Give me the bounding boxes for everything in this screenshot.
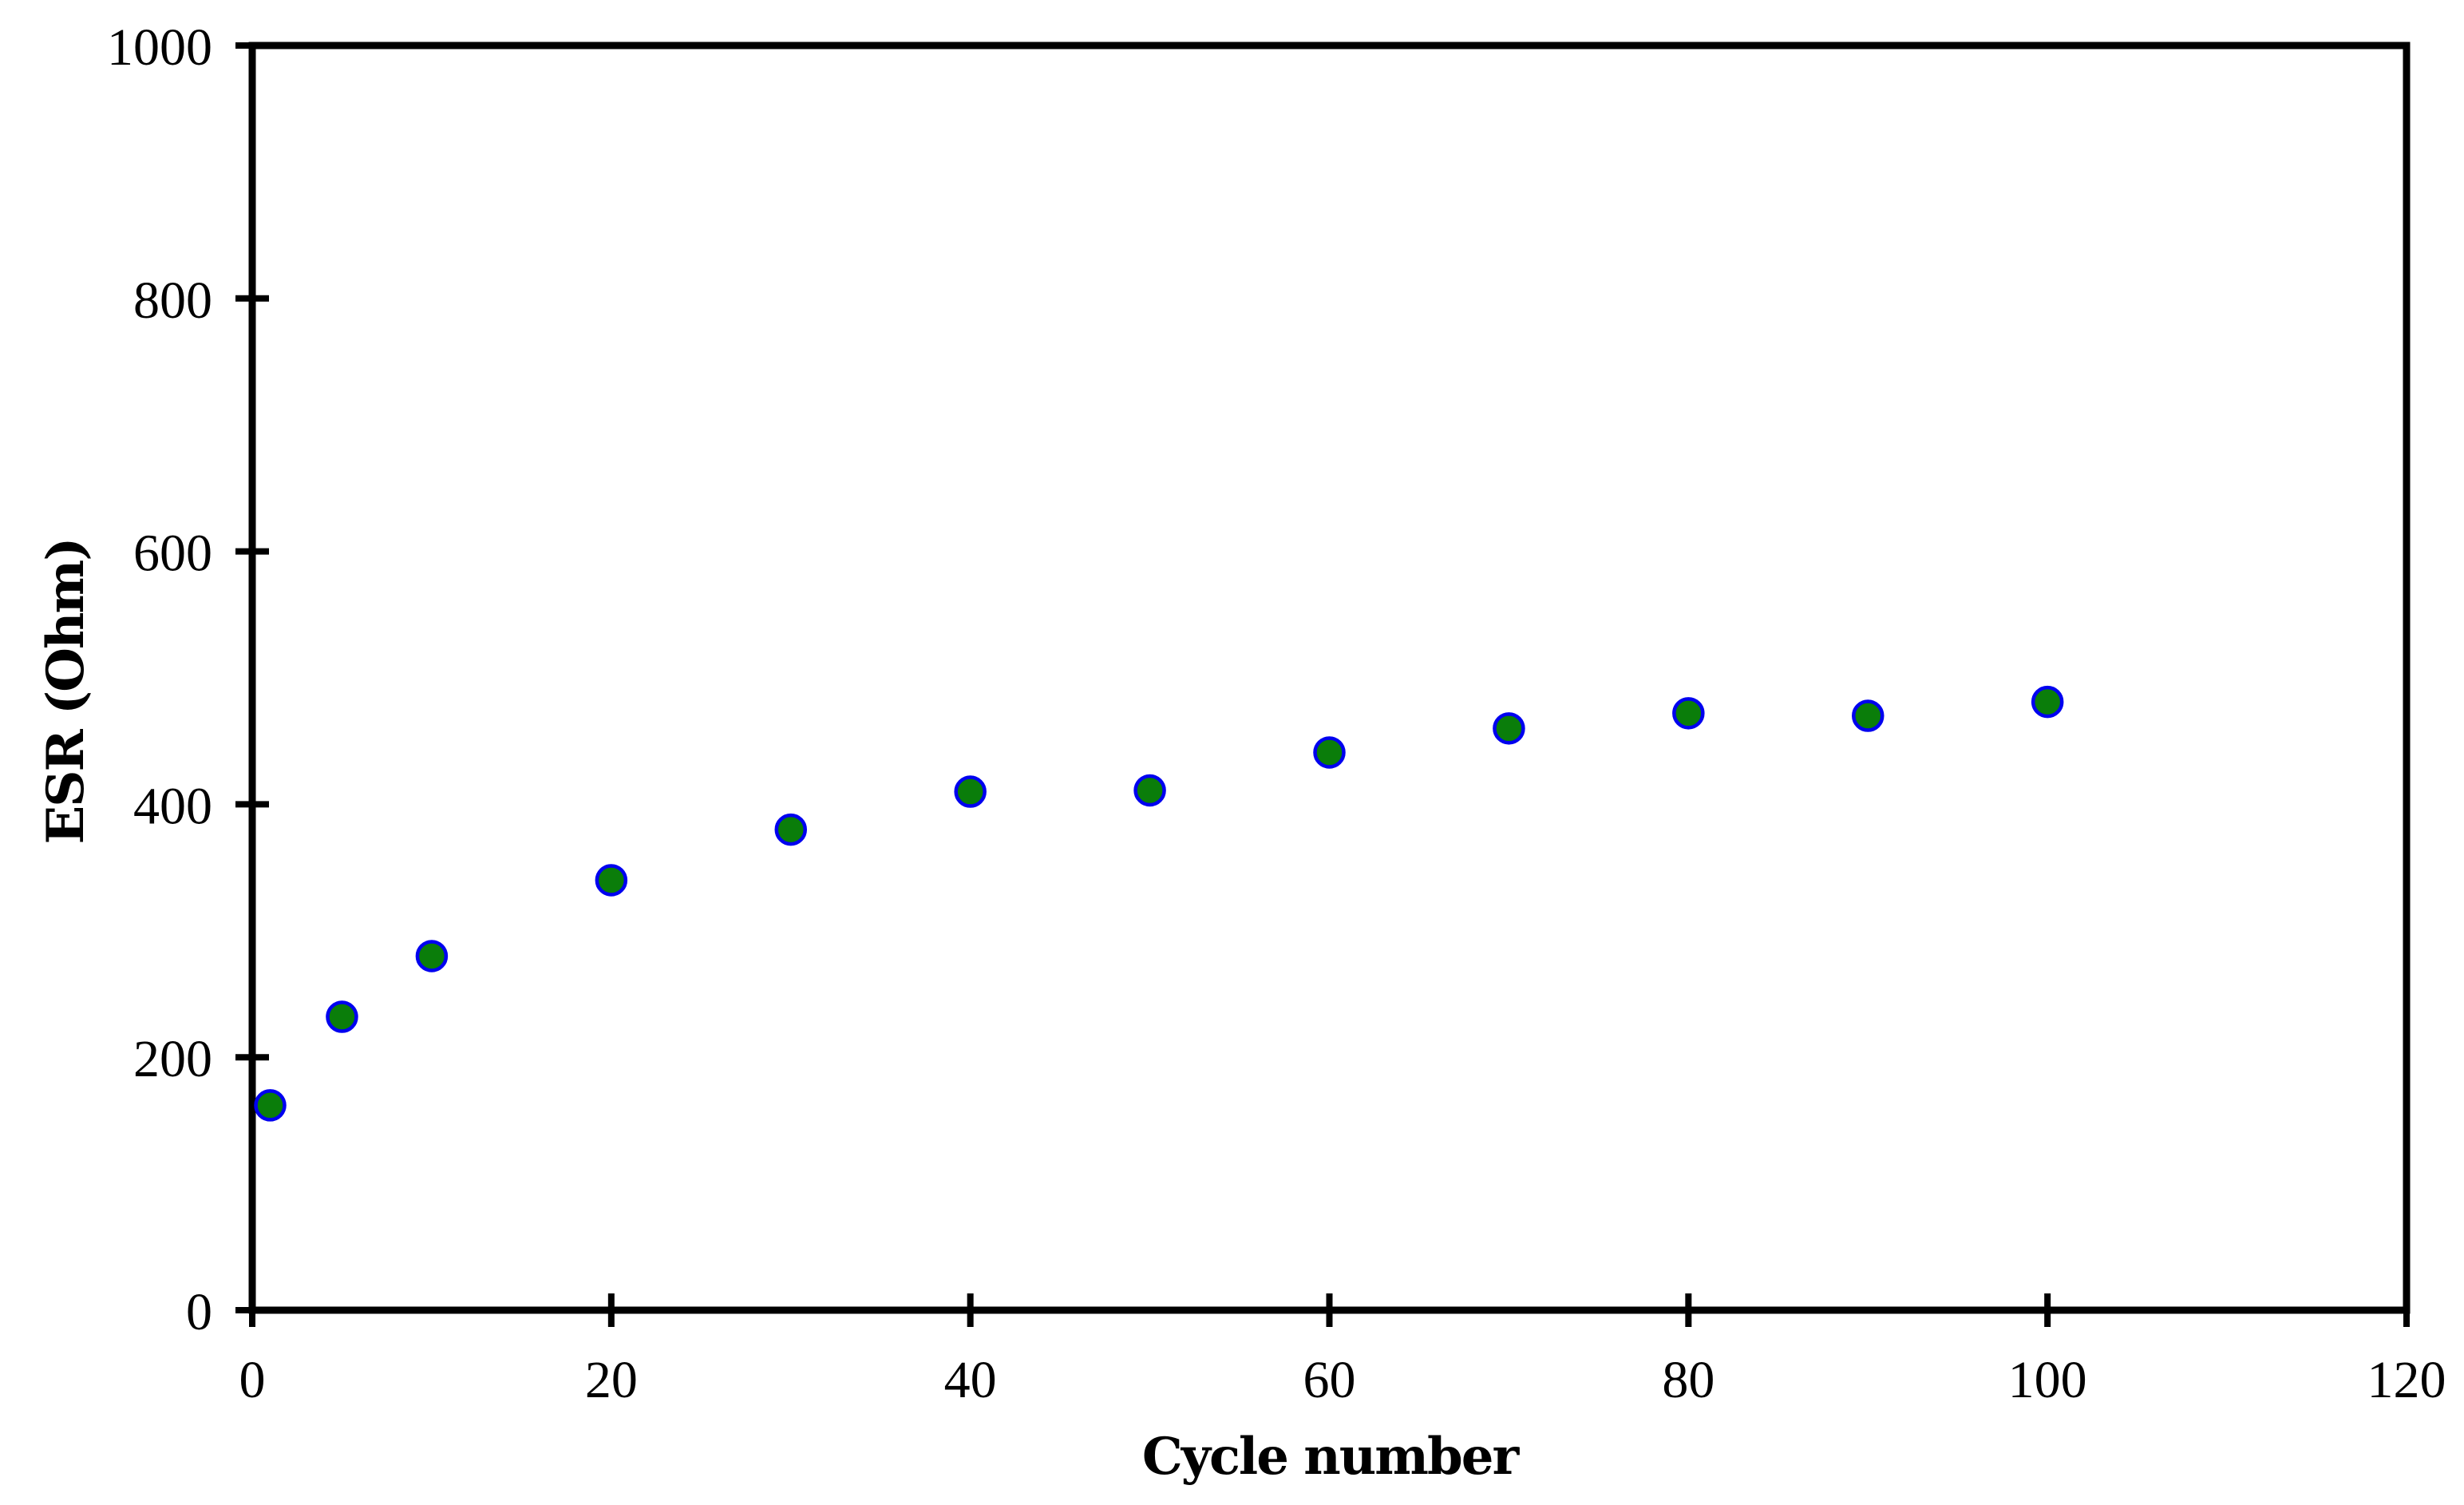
plot-frame <box>248 42 2411 1314</box>
x-tick-label: 60 <box>1303 1351 1356 1409</box>
data-point <box>1133 774 1166 807</box>
y-tick-label: 400 <box>133 777 212 835</box>
data-point <box>1493 712 1525 745</box>
data-point <box>1852 699 1885 732</box>
axes-frame <box>248 42 2411 1314</box>
x-tick-label: 120 <box>2367 1351 2446 1409</box>
x-axis-title: Cycle number <box>1142 1427 1521 1487</box>
y-tick-label: 600 <box>133 525 212 583</box>
x-tick-label: 0 <box>239 1351 266 1409</box>
data-point <box>954 775 987 808</box>
data-point <box>595 864 628 897</box>
data-points <box>254 685 2064 1122</box>
x-tick-label: 20 <box>585 1351 638 1409</box>
y-tick-label: 0 <box>186 1283 212 1341</box>
data-point <box>254 1089 287 1122</box>
y-tick-label: 200 <box>133 1030 212 1088</box>
y-tick-label: 800 <box>133 271 212 330</box>
y-axis: 0 200 400 600 800 1000 <box>107 18 269 1341</box>
x-tick-label: 80 <box>1662 1351 1715 1409</box>
y-tick-label: 1000 <box>107 18 212 77</box>
data-point <box>774 813 807 846</box>
data-point <box>2031 685 2064 719</box>
data-point <box>415 940 449 972</box>
y-axis-title: ESR (Ohm) <box>36 538 96 844</box>
data-point <box>1672 697 1705 730</box>
x-axis: 0 20 40 60 80 100 120 <box>239 1293 2446 1409</box>
data-point <box>1313 736 1346 769</box>
x-tick-label: 100 <box>2008 1351 2087 1409</box>
data-point <box>326 1000 358 1033</box>
x-tick-label: 40 <box>944 1351 997 1409</box>
